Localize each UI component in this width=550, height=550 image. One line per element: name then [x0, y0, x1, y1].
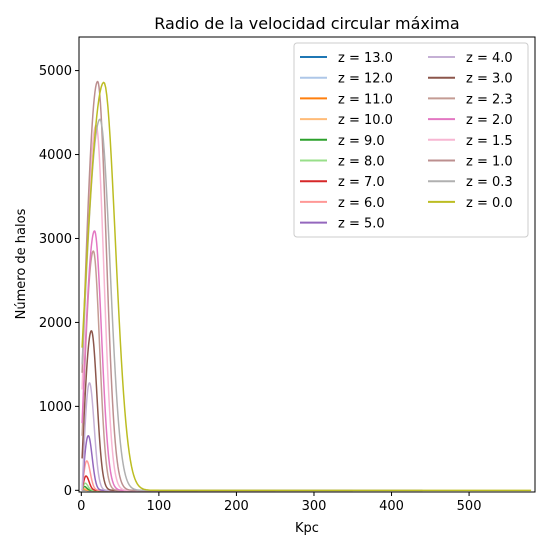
axes-frame	[78, 36, 536, 493]
legend-label: z = 12.0	[338, 72, 393, 87]
x-axis-label: Kpc	[295, 521, 319, 536]
legend-label: z = 2.3	[466, 92, 513, 107]
x-tick-label: 500	[457, 499, 482, 514]
x-axis: 0 100 200 300 400 500	[77, 492, 481, 514]
legend-label: z = 9.0	[338, 134, 385, 149]
y-tick-label: 4000	[39, 148, 72, 163]
legend-label: z = 5.0	[338, 217, 385, 232]
x-tick-label: 400	[379, 499, 404, 514]
legend-label: z = 6.0	[338, 196, 385, 211]
y-tick-label: 2000	[39, 316, 72, 331]
x-tick-label: 300	[302, 499, 327, 514]
y-tick-label: 5000	[39, 64, 72, 79]
legend-label: z = 13.0	[338, 51, 393, 66]
x-tick-label: 200	[224, 499, 249, 514]
legend-label: z = 11.0	[338, 92, 393, 107]
plot-area: 0 100 200 300 400 500 0 1000 2000 3000 4000 5000	[39, 36, 536, 514]
series-line	[81, 81, 532, 492]
legend-label: z = 0.3	[466, 175, 513, 190]
x-tick-label: 0	[77, 499, 85, 514]
chart-title: Radio de la velocidad circular máxima	[154, 14, 459, 33]
y-tick-label: 0	[64, 484, 72, 499]
y-tick-label: 1000	[39, 400, 72, 415]
legend: z = 13.0 z = 12.0 z = 11.0 z = 10.0 z = 9.0 z…	[293, 42, 529, 238]
legend-label: z = 8.0	[338, 155, 385, 170]
y-axis-label: Número de halos	[14, 208, 29, 319]
legend-label: z = 7.0	[338, 175, 385, 190]
legend-label: z = 1.5	[466, 134, 513, 149]
series-lines	[81, 80, 532, 492]
legend-label: z = 2.0	[466, 113, 513, 128]
x-tick-label: 100	[146, 499, 171, 514]
legend-label: z = 10.0	[338, 113, 393, 128]
legend-frame	[293, 42, 529, 238]
y-axis: 0 1000 2000 3000 4000 5000	[39, 64, 79, 499]
legend-label: z = 4.0	[466, 51, 513, 66]
legend-label: z = 3.0	[466, 72, 513, 87]
legend-label: z = 0.0	[466, 196, 513, 211]
y-tick-label: 3000	[39, 232, 72, 247]
legend-label: z = 1.0	[466, 155, 513, 170]
